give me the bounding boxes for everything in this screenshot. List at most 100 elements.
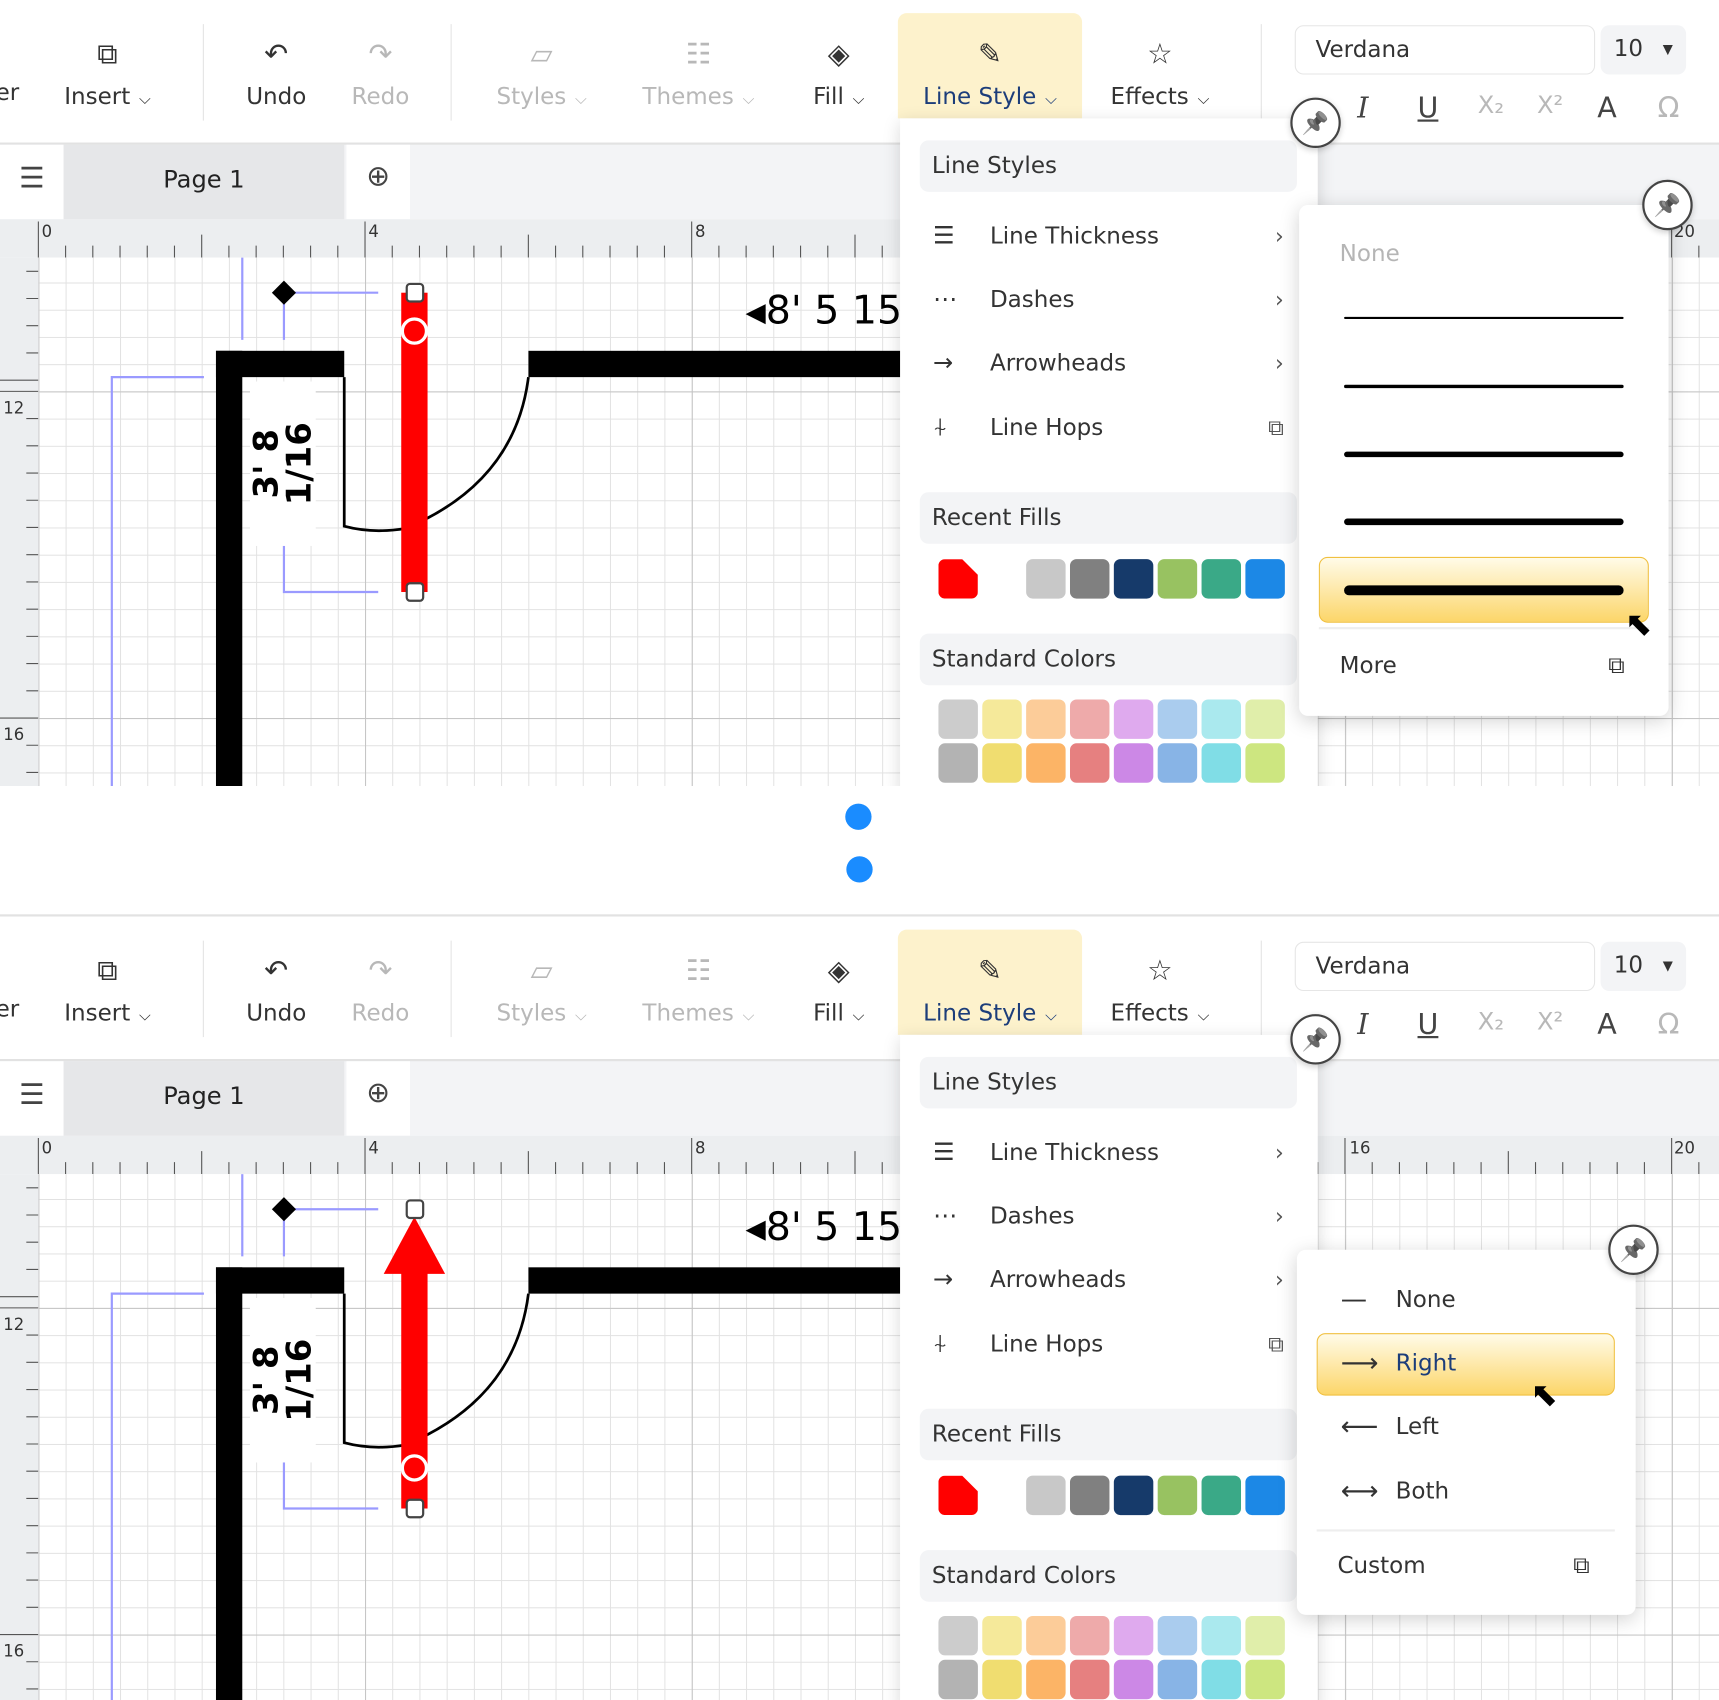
standard-color-swatch[interactable]: [938, 699, 978, 739]
thickness-option[interactable]: [1344, 384, 1624, 388]
underline-icon[interactable]: U: [1417, 92, 1439, 125]
menu-item-dashes[interactable]: ⋯ Dashes ›: [933, 1191, 1284, 1241]
tab-page-1[interactable]: Page 1: [63, 144, 345, 220]
italic-icon[interactable]: I: [1357, 92, 1369, 125]
standard-color-swatch[interactable]: [938, 1615, 978, 1656]
menu-item-arrowheads[interactable]: → Arrowheads ›: [933, 1254, 1284, 1304]
standard-color-swatch[interactable]: [1113, 1615, 1154, 1656]
standard-color-swatch[interactable]: [1201, 699, 1242, 739]
symbol-icon[interactable]: Ω: [1657, 1008, 1680, 1042]
toolbar-insert-button[interactable]: ⧉ Insert ⌵: [47, 917, 168, 1035]
recent-fill-swatch[interactable]: [1026, 1475, 1066, 1516]
toolbar-cut-item[interactable]: er: [0, 995, 20, 1022]
underline-icon[interactable]: U: [1417, 1008, 1439, 1042]
menu-item-line-hops[interactable]: ⍭ Line Hops ⧉: [933, 402, 1284, 452]
resize-handle[interactable]: [405, 582, 425, 602]
toolbar-undo-button[interactable]: ↶ Undo: [232, 0, 320, 118]
dimension-label-vertical[interactable]: 3' 8 1/16: [247, 1298, 319, 1463]
standard-color-swatch[interactable]: [1069, 1615, 1110, 1656]
standard-color-swatch[interactable]: [982, 1659, 1022, 1700]
font-size-select[interactable]: 10 ▼: [1600, 941, 1687, 992]
standard-color-swatch[interactable]: [1245, 1615, 1285, 1656]
standard-color-swatch[interactable]: [1157, 699, 1198, 739]
standard-color-swatch[interactable]: [1069, 743, 1110, 783]
recent-fill-swatch[interactable]: [1245, 1475, 1285, 1516]
wall-top-right[interactable]: [528, 1267, 907, 1294]
standard-color-swatch[interactable]: [938, 1659, 978, 1700]
subscript-icon[interactable]: X₂: [1477, 1008, 1505, 1037]
superscript-icon[interactable]: X²: [1537, 1008, 1564, 1037]
subscript-icon[interactable]: X₂: [1477, 92, 1505, 120]
recent-fill-swatch[interactable]: [1026, 559, 1066, 599]
pin-icon[interactable]: 📌: [1642, 179, 1693, 231]
font-color-icon[interactable]: A: [1597, 1008, 1617, 1042]
thickness-option[interactable]: [1344, 451, 1624, 457]
superscript-icon[interactable]: X²: [1537, 92, 1564, 120]
standard-color-swatch[interactable]: [1245, 1659, 1285, 1700]
recent-fill-swatch[interactable]: [1201, 559, 1242, 599]
toolbar-insert-button[interactable]: ⧉ Insert ⌵: [47, 0, 168, 118]
recent-fill-swatch[interactable]: [1157, 559, 1198, 599]
standard-color-swatch[interactable]: [1026, 743, 1066, 783]
recent-fill-swatch[interactable]: [938, 1475, 978, 1516]
standard-color-swatch[interactable]: [1201, 1659, 1242, 1700]
thickness-more[interactable]: More ⧉: [1340, 652, 1625, 679]
standard-color-swatch[interactable]: [1245, 699, 1285, 739]
menu-item-line-hops[interactable]: ⍭ Line Hops ⧉: [933, 1319, 1284, 1369]
recent-fill-swatch[interactable]: [1113, 1475, 1154, 1516]
tab-page-1[interactable]: Page 1: [63, 1061, 345, 1136]
standard-color-swatch[interactable]: [982, 743, 1022, 783]
arrowhead-option-none[interactable]: — None: [1341, 1284, 1456, 1315]
add-page-button[interactable]: ⊕: [346, 1061, 411, 1136]
standard-color-swatch[interactable]: [1157, 1659, 1198, 1700]
door-swing[interactable]: [342, 1293, 530, 1449]
arrowhead-option-both[interactable]: ⟷ Both: [1341, 1476, 1449, 1507]
standard-color-swatch[interactable]: [1113, 699, 1154, 739]
dimension-label-vertical[interactable]: 3' 8 1/16: [247, 381, 319, 546]
resize-handle[interactable]: [405, 282, 425, 303]
toolbar-themes-button[interactable]: ☷ Themes ⌵: [627, 0, 770, 118]
arrowhead-option-left[interactable]: ⟵ Left: [1341, 1411, 1439, 1442]
thickness-option[interactable]: [1344, 316, 1624, 320]
wall-top-left[interactable]: [215, 1267, 345, 1294]
recent-fill-swatch[interactable]: [1069, 559, 1110, 599]
standard-color-swatch[interactable]: [1026, 1659, 1066, 1700]
toolbar-styles-button[interactable]: ▱ Styles ⌵: [481, 0, 602, 118]
font-size-select[interactable]: 10 ▼: [1600, 25, 1687, 75]
dimension-label-horizontal[interactable]: ◀8' 5 15: [745, 1205, 902, 1250]
italic-icon[interactable]: I: [1357, 1008, 1369, 1042]
toolbar-fill-button[interactable]: ◈ Fill ⌵: [789, 917, 888, 1035]
toolbar-fill-button[interactable]: ◈ Fill ⌵: [789, 0, 888, 118]
rotate-handle[interactable]: [400, 317, 429, 345]
standard-color-swatch[interactable]: [1201, 1615, 1242, 1656]
standard-color-swatch[interactable]: [1069, 699, 1110, 739]
rotate-handle[interactable]: [400, 1454, 429, 1482]
dimension-anchor[interactable]: [271, 280, 297, 305]
dimension-label-horizontal[interactable]: ◀8' 5 15: [745, 288, 902, 333]
wall-top-right[interactable]: [528, 350, 907, 378]
font-color-icon[interactable]: A: [1597, 92, 1617, 125]
recent-fill-swatch[interactable]: [1245, 559, 1285, 599]
recent-fill-swatch[interactable]: [1157, 1475, 1198, 1516]
font-family-input[interactable]: Verdana: [1294, 25, 1596, 75]
toolbar-cut-item[interactable]: er: [0, 78, 20, 106]
standard-color-swatch[interactable]: [1026, 699, 1066, 739]
arrowhead-custom[interactable]: Custom ⧉: [1337, 1552, 1589, 1579]
standard-color-swatch[interactable]: [1157, 743, 1198, 783]
menu-item-line-thickness[interactable]: ☰ Line Thickness ›: [933, 210, 1284, 260]
horizontal-ruler[interactable]: 0 4 8 16 20: [0, 1135, 1719, 1175]
recent-fill-swatch[interactable]: [1201, 1475, 1242, 1516]
page-list-menu-icon[interactable]: ☰: [0, 1061, 64, 1136]
symbol-icon[interactable]: Ω: [1657, 92, 1680, 125]
dimension-anchor[interactable]: [271, 1197, 297, 1222]
toolbar-redo-button[interactable]: ↷ Redo: [337, 917, 425, 1035]
resize-handle[interactable]: [405, 1199, 425, 1220]
standard-color-swatch[interactable]: [1245, 743, 1285, 783]
standard-color-swatch[interactable]: [1201, 743, 1242, 783]
wall-vertical[interactable]: [215, 350, 243, 787]
standard-color-swatch[interactable]: [1113, 1659, 1154, 1700]
wall-vertical[interactable]: [215, 1267, 243, 1700]
vertical-ruler[interactable]: 12 16: [0, 1174, 39, 1700]
recent-fill-swatch[interactable]: [1113, 559, 1154, 599]
toolbar-undo-button[interactable]: ↶ Undo: [232, 917, 320, 1035]
